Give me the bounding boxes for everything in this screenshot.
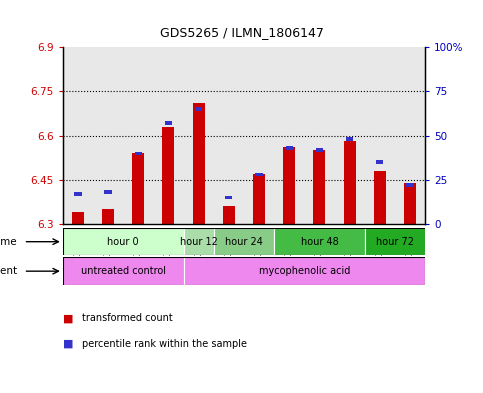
Bar [195, 107, 202, 111]
Text: mycophenolic acid: mycophenolic acid [258, 266, 350, 276]
Bar [346, 138, 353, 141]
Bar [63, 228, 184, 255]
Bar [184, 228, 213, 255]
Bar [165, 121, 172, 125]
Text: ■: ■ [63, 313, 77, 323]
Bar [374, 171, 386, 224]
Bar [285, 146, 293, 150]
Text: ■: ■ [63, 339, 77, 349]
Text: time: time [0, 237, 17, 247]
Text: GDS5265 / ILMN_1806147: GDS5265 / ILMN_1806147 [159, 26, 324, 39]
Text: hour 12: hour 12 [180, 237, 217, 247]
Text: hour 72: hour 72 [376, 237, 414, 247]
Bar [132, 153, 144, 224]
Bar [343, 141, 355, 224]
Text: hour 24: hour 24 [225, 237, 263, 247]
Bar [376, 160, 384, 164]
Bar [253, 174, 265, 224]
Text: untreated control: untreated control [81, 266, 166, 276]
Bar [316, 148, 323, 152]
Text: hour 0: hour 0 [107, 237, 139, 247]
Bar [63, 257, 184, 285]
Text: agent: agent [0, 266, 17, 276]
Text: percentile rank within the sample: percentile rank within the sample [82, 339, 247, 349]
Bar [365, 228, 425, 255]
Bar [406, 184, 413, 187]
Bar [74, 192, 82, 196]
Bar [162, 127, 174, 224]
Bar [313, 151, 326, 224]
Bar [223, 206, 235, 224]
Bar [104, 191, 112, 194]
Bar [184, 257, 425, 285]
Bar [225, 196, 232, 199]
Text: hour 48: hour 48 [300, 237, 338, 247]
Bar [135, 152, 142, 155]
Bar [102, 209, 114, 224]
Bar [274, 228, 365, 255]
Bar [404, 183, 416, 224]
Bar [256, 173, 263, 176]
Bar [213, 228, 274, 255]
Text: transformed count: transformed count [82, 313, 173, 323]
Bar [72, 212, 84, 224]
Bar [193, 103, 205, 224]
Bar [283, 147, 295, 224]
